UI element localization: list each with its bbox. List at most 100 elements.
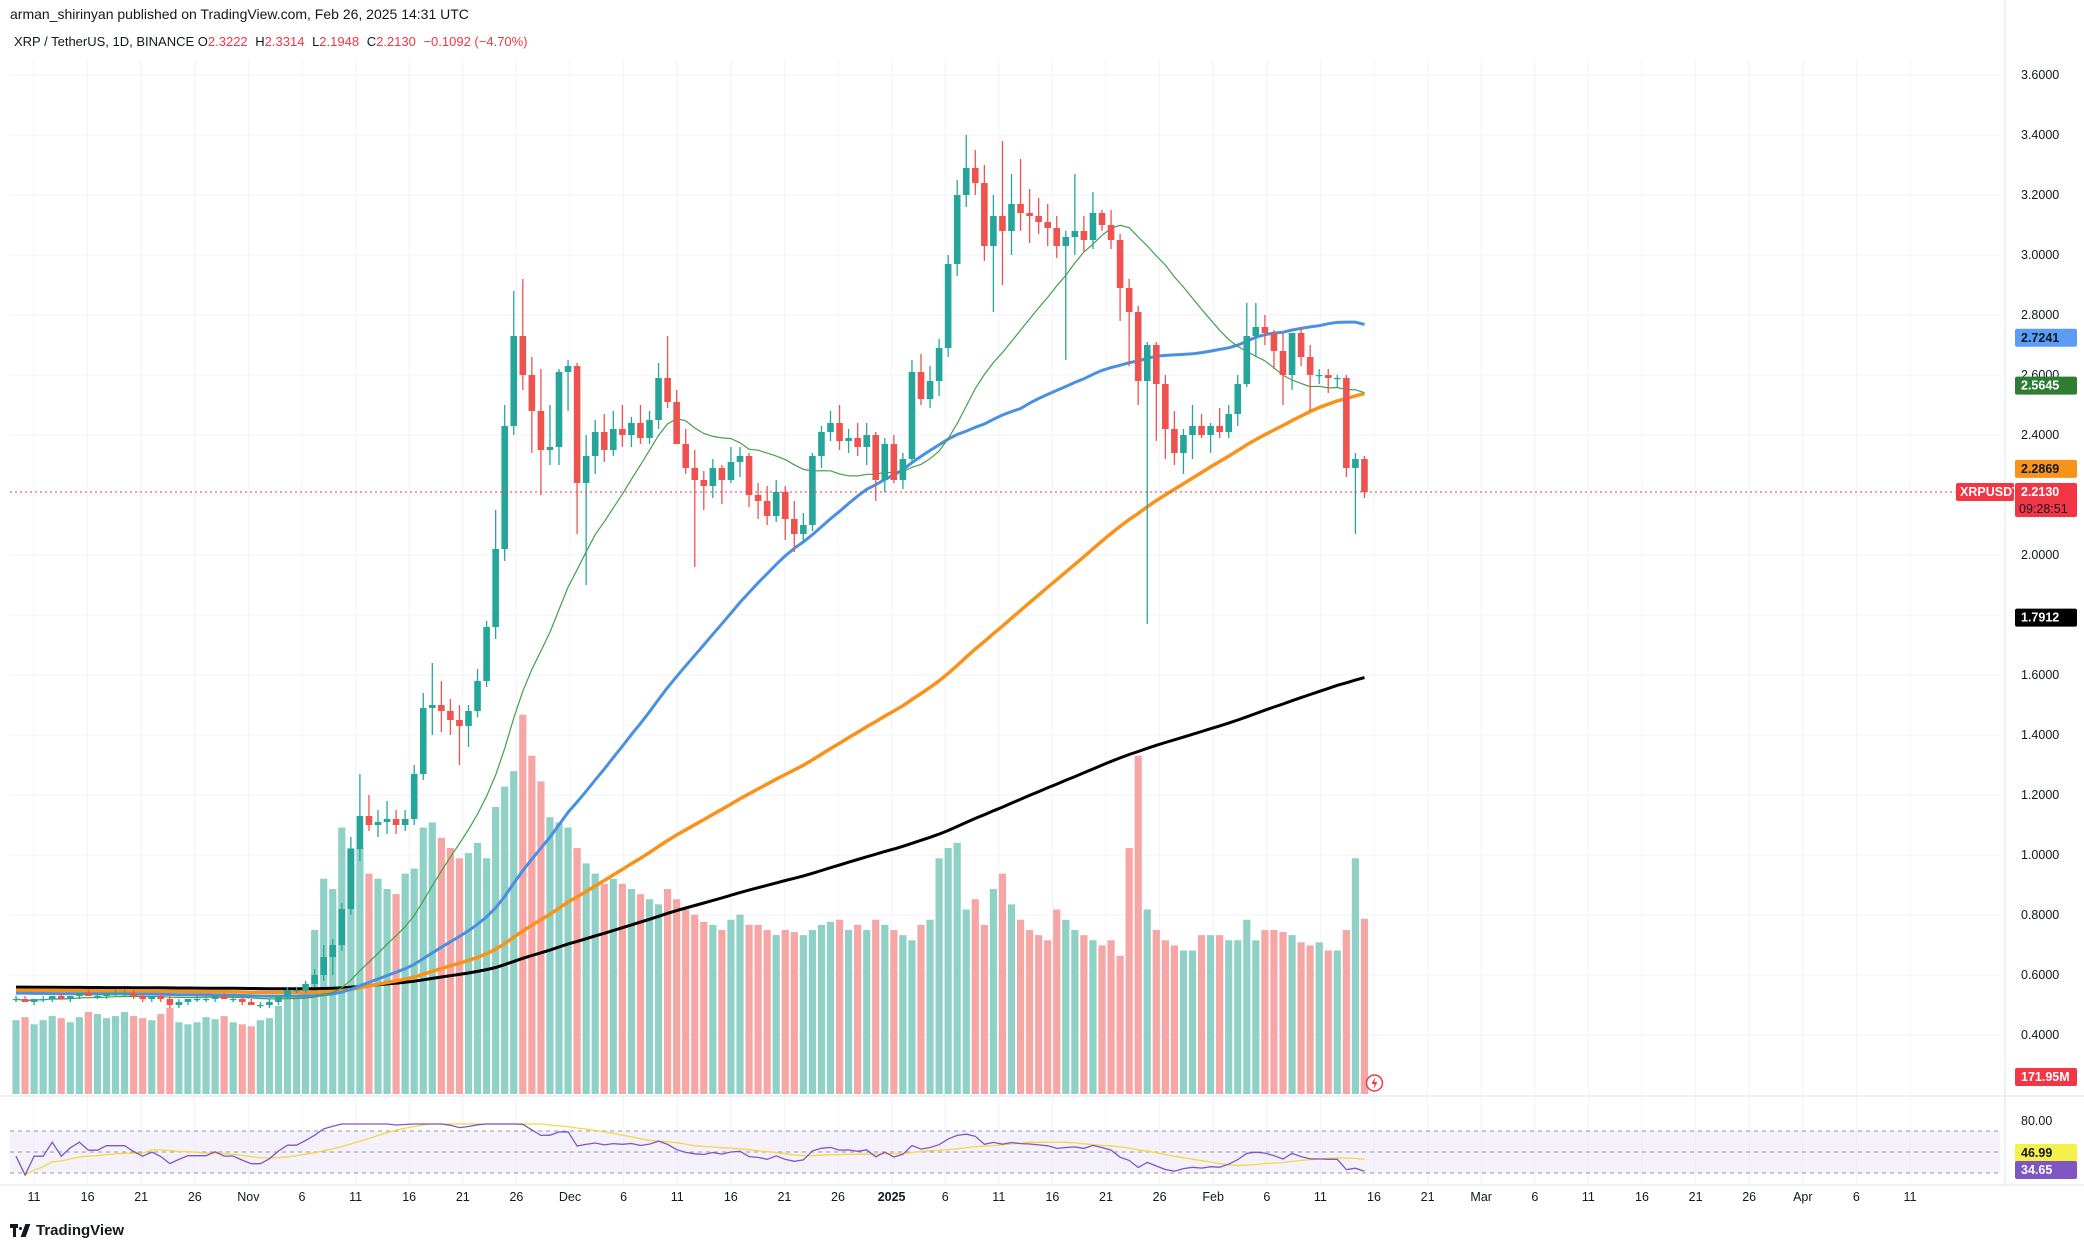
candle-body bbox=[600, 432, 608, 450]
candle-body bbox=[1162, 384, 1169, 429]
ma20-line bbox=[15, 224, 1365, 1002]
volume-bar bbox=[274, 1005, 283, 1094]
candle-body bbox=[1234, 384, 1242, 414]
candle-body bbox=[429, 705, 436, 708]
x-tick-label: Feb bbox=[1202, 1190, 1224, 1204]
y-tick-label: 3.4000 bbox=[2021, 128, 2059, 142]
volume-bar bbox=[473, 842, 482, 1094]
moving-averages bbox=[15, 224, 1365, 1002]
candle-body bbox=[347, 849, 355, 909]
x-tick-label: 16 bbox=[1367, 1190, 1381, 1204]
y-tick-label: 0.6000 bbox=[2021, 968, 2059, 982]
candles bbox=[10, 135, 2005, 1008]
candle-body bbox=[266, 1002, 273, 1005]
price-symbol-badge: XRPUSDT bbox=[1960, 485, 2020, 499]
y-tick-label: 0.8000 bbox=[2021, 908, 2059, 922]
x-tick-label: 21 bbox=[134, 1190, 148, 1204]
candle-body bbox=[30, 999, 38, 1002]
candle-body bbox=[39, 999, 47, 1001]
volume-bar bbox=[1179, 950, 1188, 1094]
volume-bar bbox=[175, 1022, 183, 1094]
volume-bar bbox=[1071, 930, 1079, 1094]
volume-badge-bg bbox=[2015, 1068, 2077, 1086]
volume-bar bbox=[519, 714, 527, 1094]
tradingview-logo[interactable]: TradingView bbox=[10, 1222, 124, 1239]
ma200-badge: 1.7912 bbox=[2021, 611, 2059, 625]
volume-bar bbox=[202, 1017, 210, 1094]
volume-bar bbox=[75, 1017, 83, 1094]
volume-bar bbox=[21, 1017, 29, 1094]
volume-bar bbox=[627, 889, 635, 1094]
rsi-line bbox=[15, 1123, 1365, 1177]
volume-bar bbox=[962, 909, 970, 1094]
volume-bar bbox=[1170, 945, 1178, 1094]
volume-bar bbox=[1053, 909, 1061, 1094]
candle-body bbox=[302, 984, 309, 990]
volume-bar bbox=[483, 858, 491, 1094]
candle-body bbox=[329, 945, 337, 957]
candle-body bbox=[610, 429, 617, 450]
candle-body bbox=[700, 480, 708, 486]
symbol-name[interactable]: XRP / TetherUS, 1D, BINANCE bbox=[14, 34, 195, 49]
candle-body bbox=[401, 819, 409, 825]
candle-body bbox=[781, 492, 789, 519]
candle-body bbox=[736, 456, 744, 462]
volume-bar bbox=[763, 930, 771, 1094]
candle-body bbox=[1207, 426, 1214, 435]
volume-bar bbox=[1007, 904, 1016, 1094]
candle-body bbox=[818, 432, 825, 456]
candle-body bbox=[474, 681, 481, 711]
y-tick-label: 3.2000 bbox=[2021, 188, 2059, 202]
volume-bar bbox=[664, 889, 672, 1094]
candle-body bbox=[1035, 216, 1042, 222]
x-tick-label: 11 bbox=[1582, 1190, 1595, 1204]
candle-body bbox=[546, 447, 554, 450]
rsi-pane bbox=[10, 1123, 2000, 1177]
candle-body bbox=[1134, 312, 1142, 381]
candle-body bbox=[211, 996, 219, 999]
ma50-badge: 2.7241 bbox=[2021, 331, 2059, 345]
candle-body bbox=[1053, 228, 1061, 246]
candle-body bbox=[727, 462, 735, 480]
candle-body bbox=[926, 381, 934, 399]
candle-body bbox=[754, 495, 762, 501]
volume-bar bbox=[57, 1018, 65, 1094]
ohlc-high: 2.3314 bbox=[264, 34, 305, 49]
volume-bar bbox=[446, 848, 454, 1094]
candle-body bbox=[338, 909, 346, 945]
ma100-line bbox=[15, 391, 1365, 995]
volume-bar bbox=[392, 894, 400, 1094]
candle-body bbox=[193, 999, 201, 1001]
volume-bar bbox=[700, 921, 708, 1094]
candle-body bbox=[501, 426, 508, 549]
candle-body bbox=[655, 378, 662, 420]
volume-bar bbox=[1016, 919, 1025, 1094]
candle-body bbox=[564, 366, 572, 372]
candle-body bbox=[537, 411, 545, 450]
candle-body bbox=[293, 990, 300, 992]
volume-bars bbox=[12, 714, 1369, 1094]
x-tick-label: 21 bbox=[1099, 1190, 1113, 1204]
volume-bar bbox=[1197, 935, 1206, 1094]
volume-bar bbox=[265, 1018, 273, 1094]
volume-bar bbox=[1342, 930, 1350, 1094]
volume-bar bbox=[148, 1020, 156, 1094]
volume-bar bbox=[673, 899, 681, 1094]
candle-body bbox=[908, 372, 916, 459]
candle-body bbox=[184, 999, 192, 1002]
symbol-legend: XRP / TetherUS, 1D, BINANCE O2.3222 H2.3… bbox=[14, 34, 532, 49]
candle-body bbox=[48, 996, 56, 999]
candle-body bbox=[57, 996, 65, 999]
candle-body bbox=[1361, 459, 1368, 492]
candle-body bbox=[103, 993, 110, 996]
candle-body bbox=[1098, 213, 1106, 225]
x-tick-label: Apr bbox=[1793, 1190, 1812, 1204]
candle-body bbox=[365, 816, 373, 825]
candle-body bbox=[1189, 426, 1196, 435]
x-tick-label: 16 bbox=[1635, 1190, 1649, 1204]
candle-body bbox=[1044, 222, 1051, 228]
ohlc-close-label: C bbox=[366, 34, 377, 49]
candle-body bbox=[248, 1002, 255, 1005]
x-tick-label: 26 bbox=[1153, 1190, 1167, 1204]
